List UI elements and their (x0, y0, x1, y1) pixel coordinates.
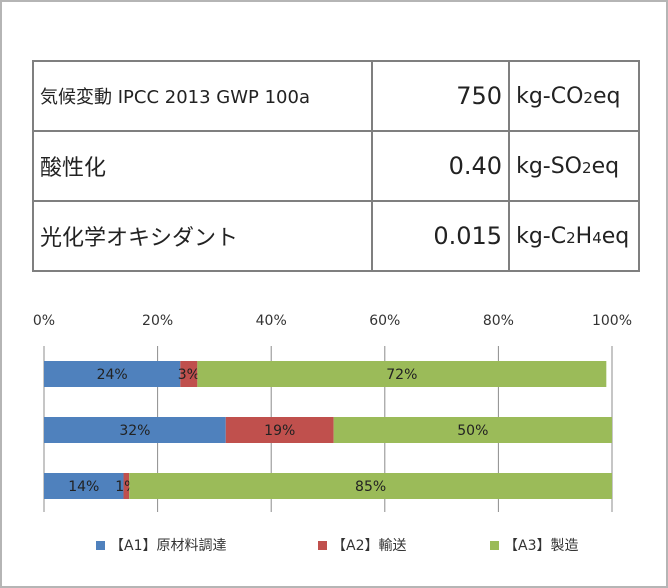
bar-segment (123, 473, 130, 499)
data-label: 14% (68, 479, 99, 495)
data-label: 32% (119, 423, 150, 439)
data-label: 50% (457, 423, 488, 439)
impact-unit: kg-CO2eq (508, 60, 640, 132)
bar-segment (129, 473, 612, 499)
legend-label: 【A3】製造 (504, 538, 578, 554)
unit-subscript: 4 (592, 228, 602, 247)
impact-value: 0.40 (371, 130, 511, 202)
impact-value: 750 (371, 60, 511, 132)
impact-unit: kg-C2H4eq (508, 200, 640, 272)
unit-subscript: 2 (583, 88, 593, 107)
unit-suffix: eq (591, 153, 620, 179)
impact-table: 気候変動 IPCC 2013 GWP 100a 750 kg-CO2eq 酸性化… (31, 60, 640, 272)
impact-row-photochemical-oxidant: 光化学オキシダント 0.015 kg-C2H4eq (31, 200, 640, 272)
impact-row-climate-change: 気候変動 IPCC 2013 GWP 100a 750 kg-CO2eq (31, 60, 640, 132)
unit-suffix: eq (601, 223, 630, 249)
unit-suffix: eq (592, 83, 621, 109)
impact-category: 気候変動 IPCC 2013 GWP 100a (31, 60, 374, 132)
data-label: 3% (178, 367, 200, 383)
bar-segment (180, 361, 198, 387)
bar-segment (44, 361, 181, 387)
data-label: 19% (264, 423, 295, 439)
x-tick-label: 20% (142, 313, 173, 329)
x-tick-label: 0% (33, 313, 55, 329)
legend-swatch (490, 541, 499, 550)
unit-prefix: kg-CO (516, 83, 584, 109)
legend-label: 【A2】輸送 (332, 538, 406, 554)
x-tick-label: 100% (592, 313, 632, 329)
bar-segment (197, 361, 607, 387)
stacked-bar-chart: 0% 20% 40% 60% 80% 100%24% 3% 72%32% 19% 50%14% 1%… (33, 313, 632, 554)
x-tick-label: 80% (483, 313, 514, 329)
unit-subscript: 2 (582, 158, 592, 177)
unit-prefix: kg-C (516, 223, 567, 249)
x-tick-label: 60% (369, 313, 400, 329)
bar-segment (225, 417, 334, 443)
x-tick-label: 40% (256, 313, 287, 329)
unit-subscript: 2 (566, 228, 576, 247)
unit-mid: H (575, 223, 593, 249)
bar-segment (44, 417, 226, 443)
legend-swatch (96, 541, 105, 550)
unit-prefix: kg-SO (516, 153, 583, 179)
impact-category: 光化学オキシダント (31, 200, 374, 272)
impact-category: 酸性化 (31, 130, 374, 202)
impact-unit: kg-SO2eq (508, 130, 640, 202)
legend-swatch (318, 541, 327, 550)
bar-segment (333, 417, 612, 443)
impact-row-acidification: 酸性化 0.40 kg-SO2eq (31, 130, 640, 202)
impact-value: 0.015 (371, 200, 511, 272)
data-label: 85% (355, 479, 386, 495)
data-label: 72% (386, 367, 417, 383)
legend-label: 【A1】原材料調達 (110, 538, 226, 554)
data-label: 24% (97, 367, 128, 383)
bar-segment (44, 473, 124, 499)
